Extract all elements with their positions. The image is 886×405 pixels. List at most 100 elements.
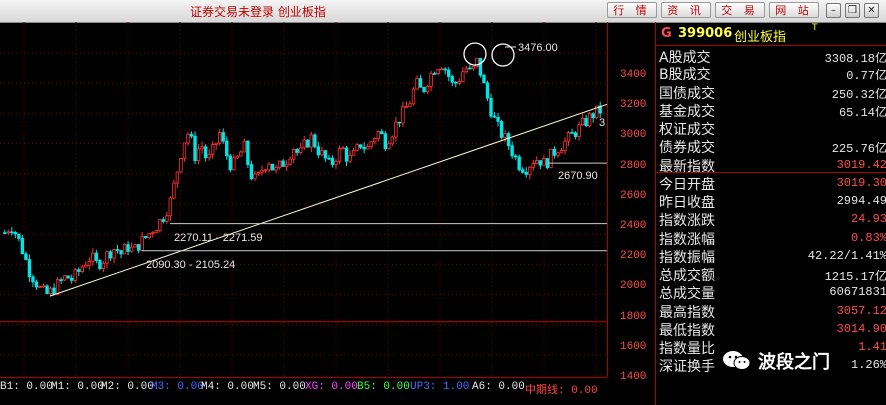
quote-label: 最低指数 [659, 323, 715, 339]
candle-body [165, 215, 169, 222]
candle-body [288, 158, 292, 165]
candle-body [524, 171, 528, 175]
candle-body [334, 160, 338, 165]
quote-value: 0.83% [850, 231, 886, 245]
indicator-label: M1: 0.00 [51, 381, 104, 393]
quote-value: 60671831 [829, 285, 886, 299]
candle-body [3, 232, 7, 235]
candle-body [355, 144, 359, 151]
band-lower-annotation: 2090.30 - 2105.24 [146, 259, 235, 271]
market-button[interactable]: 行 情 [607, 2, 657, 18]
indicator-label: XG: 0.00 [305, 381, 358, 393]
candle-body [77, 269, 81, 272]
quote-label: 总成交量 [659, 286, 715, 302]
candle-body [41, 285, 46, 288]
indicator-label: B1: 0.00 [0, 381, 53, 393]
chart-overlays: 3476.00 2670.90 2270.11 - 2271.59 2090.30 -… [0, 42, 607, 323]
candle-body [309, 134, 314, 148]
candle-body [270, 163, 275, 171]
quote-label: 基金成交 [659, 104, 715, 120]
candle-body [291, 148, 296, 160]
indicator-label: M2: 0.00 [101, 381, 154, 393]
candle-body [203, 146, 208, 159]
price-tick-label: 2000 [620, 280, 647, 293]
candle-body [161, 219, 166, 222]
candle-body [362, 146, 366, 150]
candle-body [129, 246, 134, 252]
candle-body [595, 105, 599, 119]
candle-body [358, 144, 363, 148]
quote-row: 债券成交 225.76亿 [656, 136, 886, 156]
quote-row: 昨日收盘 2994.49 [656, 191, 886, 211]
price-tick-label: 1800 [620, 310, 647, 323]
watermark-text: 波段之门 [758, 352, 830, 373]
minimize-icon[interactable]: – [826, 3, 841, 18]
candle-body [80, 266, 84, 272]
candle-body [471, 66, 476, 69]
quote-row: 指数振幅 42.22/1.41% [656, 246, 886, 266]
candle-body [570, 132, 574, 134]
price-tick-label: 2400 [620, 220, 647, 232]
quote-value: 1.41 [858, 340, 886, 354]
candle-body [454, 81, 458, 84]
candle-body [214, 142, 218, 146]
quote-label: 指数振幅 [659, 250, 715, 266]
trade-button[interactable]: 交 易 [715, 2, 765, 18]
candle-body [577, 124, 581, 138]
quote-row: 权证成交 [656, 118, 886, 138]
quote-label: 深证换手 [659, 359, 715, 375]
price-tick-label: 3400 [620, 69, 647, 81]
index-code: 399006 [678, 26, 733, 41]
candle-body [380, 131, 384, 135]
candle-body [179, 157, 183, 173]
candle-body [323, 150, 328, 159]
candle-body [503, 133, 507, 138]
candle-body [108, 251, 113, 259]
candle-body [175, 171, 180, 184]
candle-body [390, 136, 395, 145]
candle-body [158, 219, 162, 231]
price-axis: 3400 3200 3000 2800 2600 2400 2200 2000 1800 1600… [607, 22, 655, 383]
restore-icon[interactable]: ❐ [845, 3, 860, 18]
quote-label: 今日开盘 [659, 177, 715, 193]
candle-body [556, 152, 560, 156]
candle-body [542, 158, 546, 166]
candle-body [549, 148, 553, 169]
indicator-label: A6: 0.00 [472, 381, 525, 393]
candle-body [425, 85, 430, 93]
candle-body [415, 78, 419, 90]
quote-value: 3019.30 [836, 176, 886, 190]
candle-body [182, 142, 187, 159]
candle-body [517, 156, 521, 171]
candle-body [369, 141, 373, 148]
candle-body [587, 113, 592, 127]
candle-body [344, 147, 349, 162]
candle-body [105, 251, 109, 264]
candle-body [573, 132, 578, 138]
quote-row: 最低指数 3014.90 [656, 319, 886, 339]
high-annotation: 3476.00 [518, 42, 558, 54]
candle-body [376, 131, 380, 139]
candle-body [235, 155, 240, 159]
candle-body [351, 149, 356, 156]
candle-body [401, 106, 405, 124]
candle-body [277, 160, 282, 168]
peak-circle [491, 43, 515, 67]
candle-body [566, 132, 571, 142]
candle-body [330, 157, 335, 165]
trendline [49, 103, 607, 297]
price-tick-label: 1600 [620, 340, 647, 353]
candle-body [221, 132, 225, 142]
close-icon[interactable]: ✕ [864, 3, 879, 18]
website-button[interactable]: 网 站 [769, 2, 819, 18]
quote-label: B股成交 [659, 67, 711, 83]
candlestick-chart[interactable]: 3476.00 2670.90 2270.11 - 2271.59 2090.30 -… [0, 22, 607, 377]
candle-body [151, 232, 155, 235]
candle-body [538, 160, 543, 166]
candle-body [210, 144, 215, 155]
indicator-label: M3: 0.00 [151, 381, 204, 393]
price-tick-label: 2200 [620, 250, 647, 263]
news-button[interactable]: 资 讯 [661, 2, 711, 18]
candle-body [20, 238, 25, 255]
candle-body [45, 285, 49, 295]
